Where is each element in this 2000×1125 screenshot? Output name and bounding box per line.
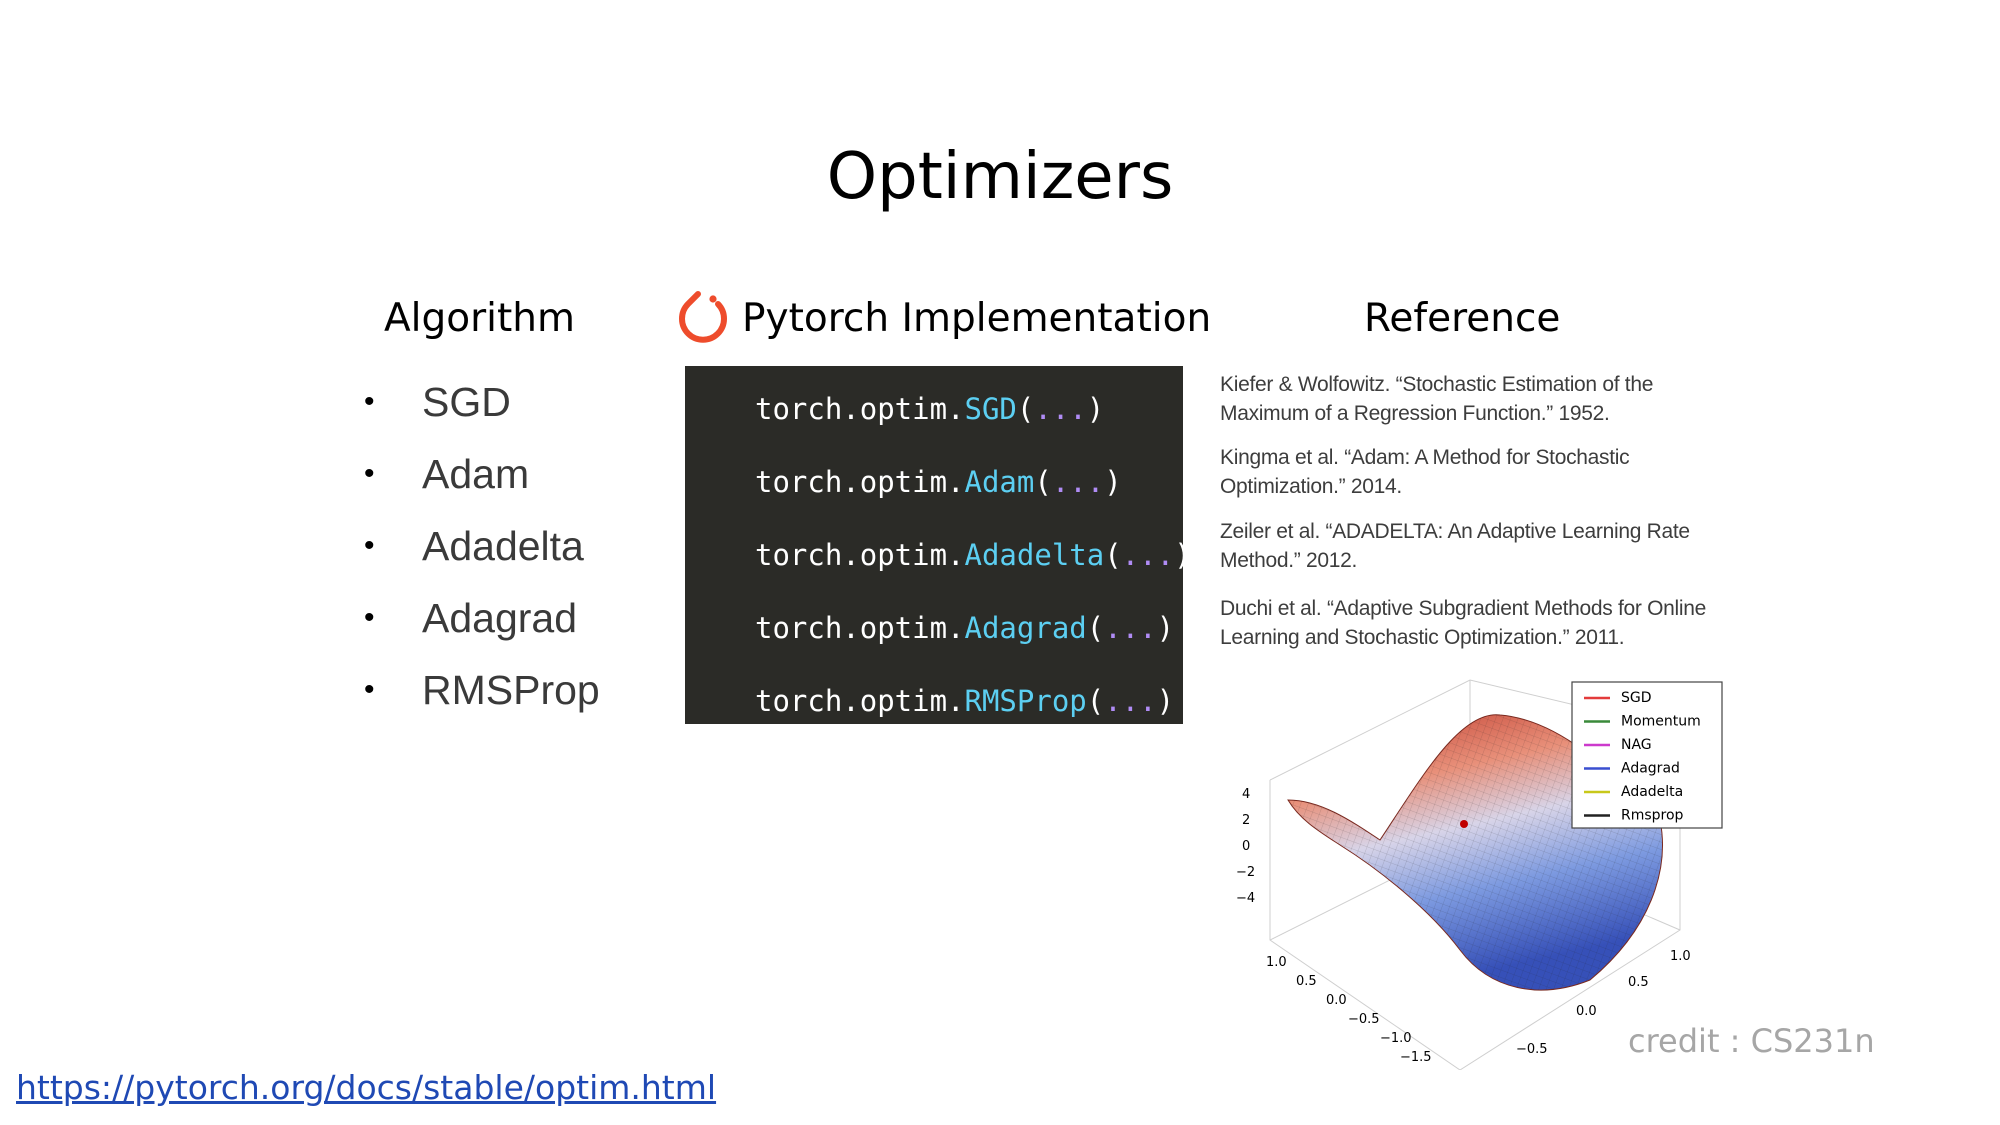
docs-link[interactable]: https://pytorch.org/docs/stable/optim.ht…	[16, 1068, 717, 1107]
code-block: torch.optim.SGD(...) torch.optim.Adam(..…	[685, 366, 1192, 724]
x-tick-label: −1.5	[1400, 1050, 1432, 1065]
slide-title: Optimizers	[826, 140, 1174, 214]
z-tick-label: 2	[1242, 813, 1250, 828]
algorithm-name: Adam	[422, 451, 530, 497]
code-line: torch.optim.Adadelta(...)	[755, 538, 1192, 572]
credit-text: credit : CS231n	[1628, 1022, 1875, 1060]
y-tick-label: 0.5	[1628, 975, 1649, 990]
algorithm-header: Algorithm	[384, 296, 576, 341]
legend-label: SGD	[1621, 690, 1652, 706]
implementation-header: Pytorch Implementation	[742, 296, 1212, 341]
algorithm-name: Adadelta	[422, 523, 584, 569]
x-tick-label: 1.0	[1266, 955, 1287, 970]
y-tick-label: 0.0	[1576, 1004, 1597, 1019]
list-item: • SGD	[360, 376, 600, 448]
bullet-icon: •	[364, 385, 375, 418]
legend-label: NAG	[1621, 737, 1652, 753]
algorithm-name: SGD	[422, 379, 511, 425]
x-tick-label: 0.5	[1296, 974, 1317, 989]
reference-item: Zeiler et al. “ADADELTA: An Adaptive Lea…	[1220, 520, 1690, 572]
code-line: torch.optim.Adagrad(...)	[755, 611, 1175, 645]
chart-legend: SGD Momentum NAG Adagrad Adadelta Rmsprop	[1571, 681, 1723, 829]
z-tick-label: 4	[1242, 787, 1250, 802]
x-tick-label: −1.0	[1380, 1031, 1412, 1046]
optimizer-surface-plot: 4 2 0 −2 −4 1.0 0.5 0.0 −0.5 −1.0 −1.5 −…	[1236, 679, 1723, 1070]
start-point	[1460, 820, 1468, 828]
code-line: torch.optim.RMSProp(...)	[755, 684, 1175, 718]
bullet-icon: •	[364, 457, 375, 490]
code-line: torch.optim.Adam(...)	[755, 465, 1122, 499]
code-line: torch.optim.SGD(...)	[755, 392, 1105, 426]
legend-label: Momentum	[1621, 714, 1701, 730]
y-tick-label: −0.5	[1516, 1042, 1548, 1057]
reference-item: Kiefer & Wolfowitz. “Stochastic Estimati…	[1220, 373, 1654, 425]
surface-grid	[1288, 714, 1663, 990]
list-item: • Adadelta	[360, 520, 600, 592]
reference-item: Duchi et al. “Adaptive Subgradient Metho…	[1220, 597, 1707, 649]
z-tick-label: −4	[1236, 891, 1255, 906]
z-tick-label: −2	[1236, 865, 1255, 880]
algorithm-list: • SGD • Adam • Adadelta • Adagrad • RMSProp	[360, 376, 600, 736]
legend-label: Adagrad	[1621, 761, 1680, 777]
y-tick-label: 1.0	[1670, 949, 1691, 964]
pytorch-logo-icon	[679, 291, 727, 343]
reference-header: Reference	[1364, 296, 1561, 341]
algorithm-name: RMSProp	[422, 667, 600, 713]
x-tick-label: −0.5	[1348, 1012, 1380, 1027]
bullet-icon: •	[364, 601, 375, 634]
legend-label: Adadelta	[1621, 784, 1683, 800]
list-item: • RMSProp	[360, 664, 600, 736]
algorithm-name: Adagrad	[422, 595, 578, 641]
list-item: • Adam	[360, 448, 600, 520]
bullet-icon: •	[364, 673, 375, 706]
bullet-icon: •	[364, 529, 375, 562]
z-tick-label: 0	[1242, 839, 1250, 854]
x-tick-label: 0.0	[1326, 993, 1347, 1008]
list-item: • Adagrad	[360, 592, 600, 664]
reference-item: Kingma et al. “Adam: A Method for Stocha…	[1220, 446, 1630, 498]
legend-label: Rmsprop	[1621, 808, 1684, 824]
